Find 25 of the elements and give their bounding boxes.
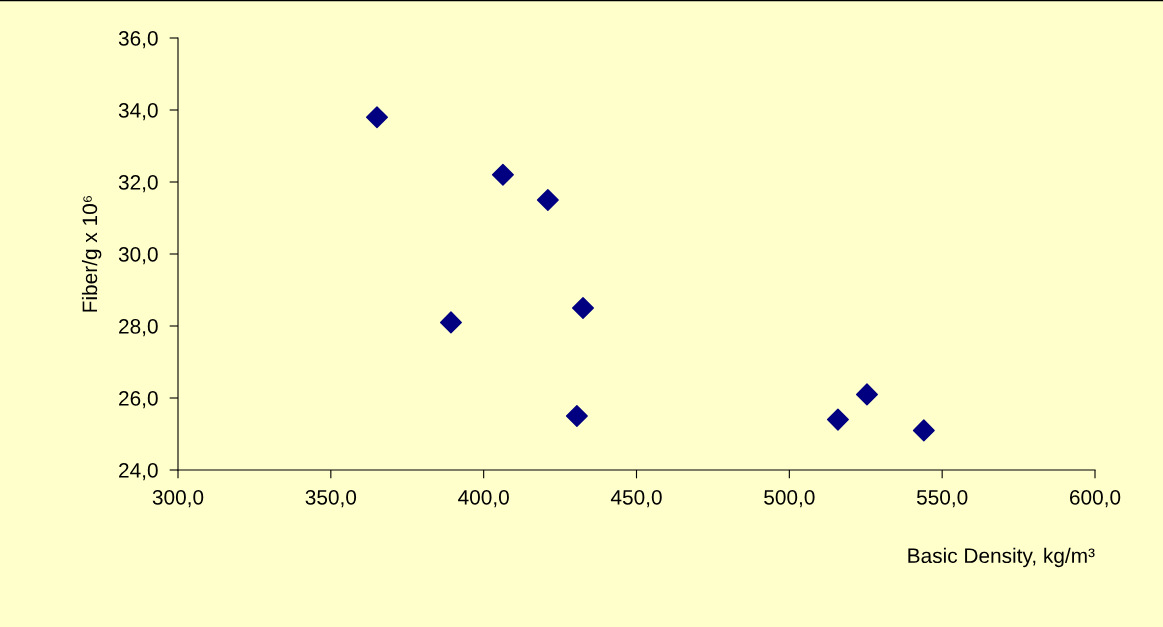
y-tick-label: 34,0 [118,103,158,121]
x-tick-label: 500,0 [764,489,815,508]
y-tick-label: 28,0 [119,319,158,337]
x-tick-label: 350,0 [305,489,357,508]
x-tick-label: 600,0 [1069,489,1121,508]
y-axis-title: Fiber/g x 10⁶ [81,195,102,312]
point [826,408,849,431]
point [491,163,514,186]
point [855,383,878,406]
point [536,189,559,211]
y-tick-label: 36,0 [118,31,158,49]
y-tick-label: 30,0 [118,247,158,265]
point [912,419,935,442]
point [565,405,588,427]
x-tick-label: 450,0 [610,489,662,508]
x-tick-label: 550,0 [916,489,968,508]
y-tick-label: 26,0 [119,391,158,409]
y-tick-label: 32,0 [118,175,158,193]
point [572,297,595,319]
point [365,106,388,129]
x-axis-title: Basic Density, kg/m³ [908,547,1095,568]
y-tick-label: 24,0 [119,463,158,481]
point [439,311,462,334]
x-tick-label: 300,0 [152,489,204,508]
x-tick-label: 400,0 [458,489,509,508]
